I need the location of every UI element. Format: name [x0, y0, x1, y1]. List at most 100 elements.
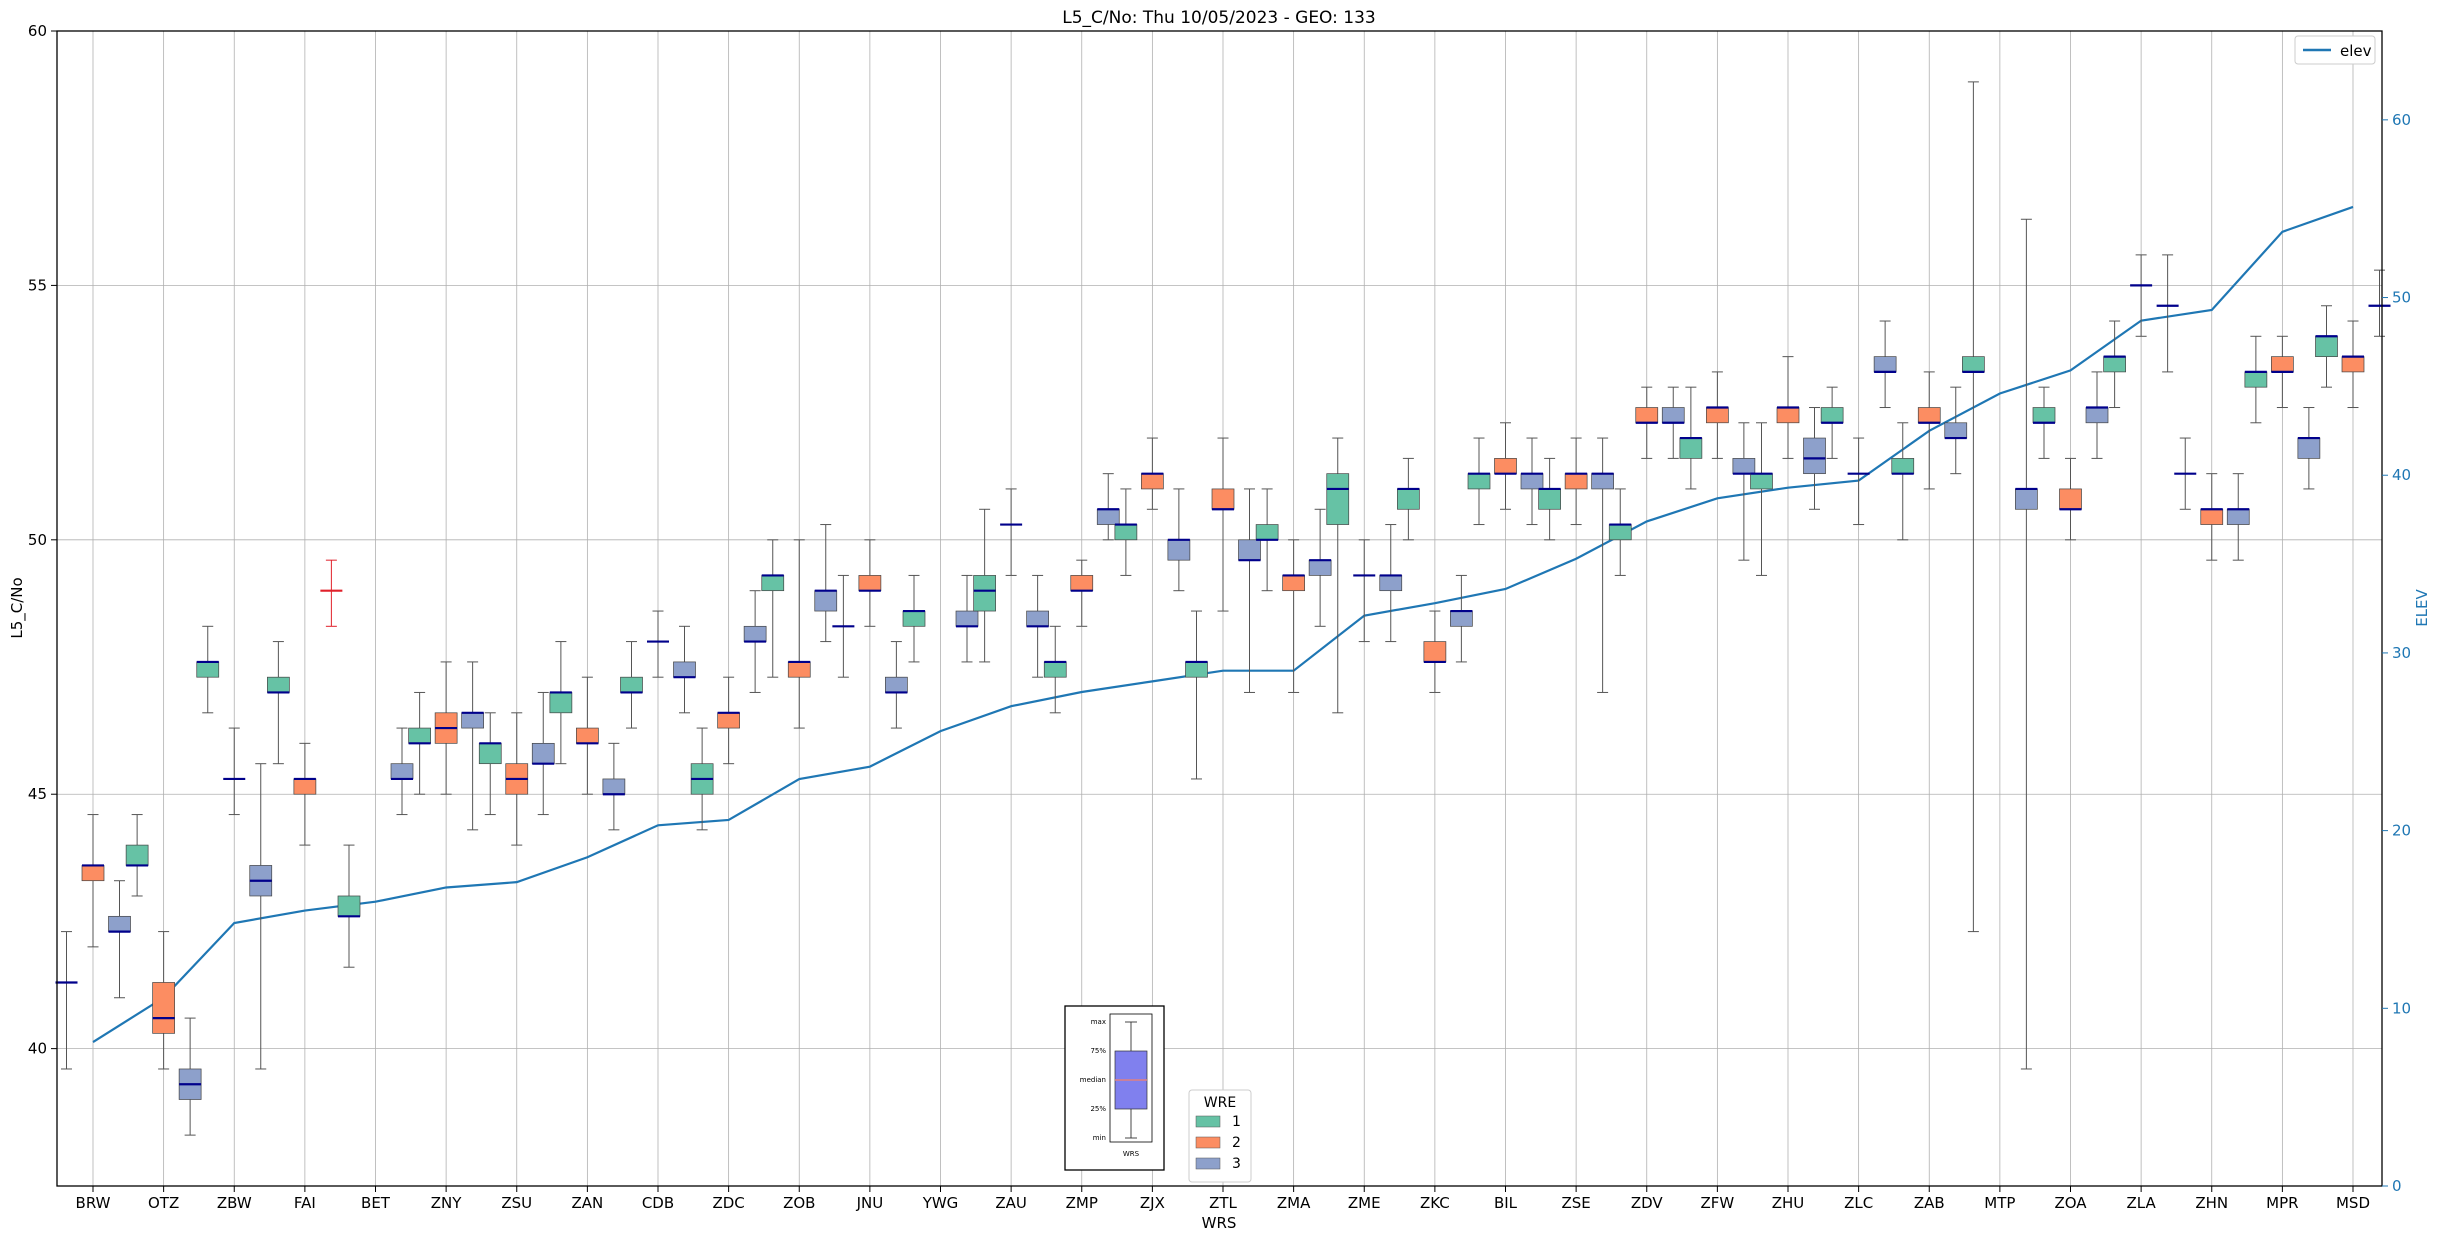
box-zme-wre2	[1353, 539, 1376, 643]
box-zlc-wre3	[1873, 320, 1897, 409]
box-zfw-wre1	[1679, 386, 1703, 490]
box-zbw-wre2	[223, 727, 246, 816]
box-zjx-wre2	[1141, 437, 1164, 510]
box-zse-wre2	[1564, 437, 1588, 526]
box-iqr	[2059, 488, 2082, 510]
box-iqr	[2015, 488, 2038, 510]
box-iqr	[461, 712, 484, 729]
box-zme-wre1	[1326, 437, 1350, 714]
box-zse-wre3	[1591, 437, 1614, 693]
y-tick-label: 50	[28, 531, 47, 549]
box-zan-wre2	[576, 676, 599, 795]
box-otz-wre3	[178, 1017, 202, 1136]
box-zkc-wre2	[1423, 610, 1447, 693]
box-iqr	[152, 982, 175, 1034]
box-iqr	[1238, 539, 1261, 561]
box-jnu-wre2	[858, 539, 882, 627]
box-iqr	[2341, 356, 2365, 373]
box-zjx-wre3	[1167, 488, 1191, 592]
wre-legend-label-2: 2	[1232, 1135, 1241, 1151]
x-tick-label: ZSU	[501, 1194, 532, 1212]
y-tick-label: 60	[28, 22, 47, 40]
box-bet-wre1	[337, 844, 361, 968]
x-tick-label: ZLA	[2127, 1194, 2157, 1212]
y-tick-label: 55	[28, 276, 47, 294]
x-tick-label: ZME	[1348, 1194, 1381, 1212]
box-otz-wre2	[152, 931, 175, 1070]
x-tick-label: ZJX	[1140, 1194, 1165, 1212]
x-tick-label: BIL	[1494, 1194, 1518, 1212]
box-bet-wre3	[390, 727, 414, 816]
y2-tick-label: 30	[2392, 644, 2411, 662]
box-iqr	[1397, 488, 1420, 510]
box-key-label-median: median	[1080, 1076, 1106, 1084]
box-zau-wre1	[973, 508, 996, 663]
elev-legend-frame	[2294, 35, 2376, 65]
box-iqr	[1255, 524, 1279, 541]
elev-line-path	[92, 205, 2354, 1044]
box-iqr	[2085, 407, 2109, 424]
box-zse-wre1	[1538, 457, 1561, 541]
box-zme-wre3	[1379, 524, 1403, 643]
x-tick-label: ZSE	[1561, 1194, 1590, 1212]
box-zab-wre3	[1944, 386, 1968, 475]
box-iqr	[337, 895, 361, 917]
x-tick-label: ZBW	[217, 1194, 252, 1212]
box-series	[55, 81, 2391, 1136]
x-tick-label: ZTL	[1209, 1194, 1237, 1212]
x-tick-label: ZHU	[1772, 1194, 1805, 1212]
box-iqr	[576, 727, 599, 744]
box-ywg-wre3	[955, 574, 979, 663]
box-iqr	[1706, 407, 1729, 424]
x-tick-label: ZMP	[1066, 1194, 1098, 1212]
box-zob-wre2	[787, 539, 811, 729]
box-iqr	[902, 610, 926, 627]
box-iqr	[2226, 508, 2250, 525]
box-brw-wre1	[55, 931, 78, 1070]
box-zlc-wre1	[1820, 386, 1844, 459]
box-zsu-wre3	[531, 691, 555, 816]
box-zmp-wre2	[1070, 559, 1094, 627]
box-zsu-wre1	[478, 712, 502, 816]
box-zdc-wre3	[743, 590, 767, 693]
box-zau-wre2	[1000, 488, 1023, 576]
x-tick-label: ZLC	[1844, 1194, 1873, 1212]
x-tick-label: YWG	[922, 1194, 959, 1212]
box-bil-wre3	[1520, 437, 1544, 526]
box-iqr	[390, 763, 414, 780]
box-iqr	[2271, 356, 2294, 373]
box-zdv-wre1	[1608, 488, 1632, 576]
x-tick-label: ZAU	[995, 1194, 1027, 1212]
box-zsu-wre2	[505, 712, 529, 846]
box-iqr	[885, 676, 908, 693]
box-zkc-wre1	[1397, 457, 1420, 541]
box-zkc-wre3	[1450, 574, 1473, 663]
box-iqr	[1467, 473, 1491, 490]
box-iqr	[2200, 508, 2224, 525]
x-tick-label: ZKC	[1420, 1194, 1450, 1212]
box-iqr	[549, 692, 573, 714]
box-iqr	[1070, 575, 1094, 592]
box-iqr	[2315, 335, 2338, 357]
x-tick-label: MSD	[2336, 1194, 2370, 1212]
box-zau-wre3	[1026, 574, 1049, 678]
box-iqr	[787, 661, 811, 678]
y2-tick-label: 50	[2392, 289, 2411, 307]
box-iqr	[125, 844, 149, 866]
box-iqr	[717, 712, 740, 729]
box-iqr	[478, 742, 502, 765]
box-iqr	[1043, 661, 1067, 678]
box-iqr	[1891, 458, 1915, 475]
x-tick-label: BRW	[76, 1194, 111, 1212]
box-fai-wre3	[320, 559, 343, 627]
box-iqr	[1494, 458, 1517, 475]
box-brw-wre3	[108, 880, 131, 999]
box-iqr	[2032, 407, 2056, 424]
box-mpr-wre3	[2297, 407, 2321, 490]
box-zoa-wre1	[2032, 386, 2056, 459]
box-iqr	[108, 915, 131, 932]
box-iqr	[293, 778, 317, 795]
box-zny-wre1	[408, 691, 431, 795]
box-key-inset: max 75% median 25% min WRS	[1064, 1005, 1165, 1171]
box-zoa-wre3	[2085, 371, 2109, 459]
